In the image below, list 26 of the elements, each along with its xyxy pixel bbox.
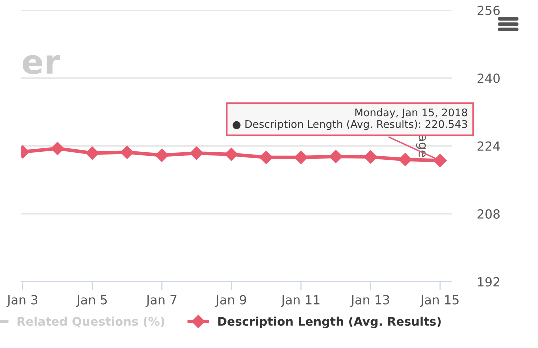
point: [364, 150, 378, 164]
x-tick-label: Jan 5: [76, 295, 108, 308]
x-tick-label: Jan 9: [215, 295, 246, 308]
x-tick-label: Jan 15: [420, 295, 459, 308]
y-tick-label: 208: [478, 209, 500, 219]
point: [294, 151, 308, 164]
y-tick-label: 240: [478, 74, 500, 84]
point: [51, 142, 64, 156]
legend-label: Description Length (Avg. Results): [218, 316, 441, 328]
point: [190, 146, 204, 160]
y-tick-label: 192: [478, 277, 500, 287]
point: [434, 154, 447, 168]
point: [225, 148, 238, 162]
point: [398, 153, 412, 166]
x-tick-label: Jan 11: [280, 295, 320, 308]
x-tick-label: Jan 7: [146, 295, 177, 308]
x-tick-label: Jan 13: [350, 295, 390, 308]
point: [156, 148, 169, 162]
point: [120, 146, 134, 160]
annotation: Monday, Jan 15, 2018 ● Description Length (Avg. Results): 220.543: [232, 108, 468, 130]
y-tick-label: 256: [478, 6, 500, 16]
point: [260, 151, 274, 164]
x-tick-label: Jan 3: [6, 295, 38, 308]
y-tick-label: 224: [478, 142, 500, 151]
point: [329, 150, 343, 164]
point: [86, 146, 100, 160]
